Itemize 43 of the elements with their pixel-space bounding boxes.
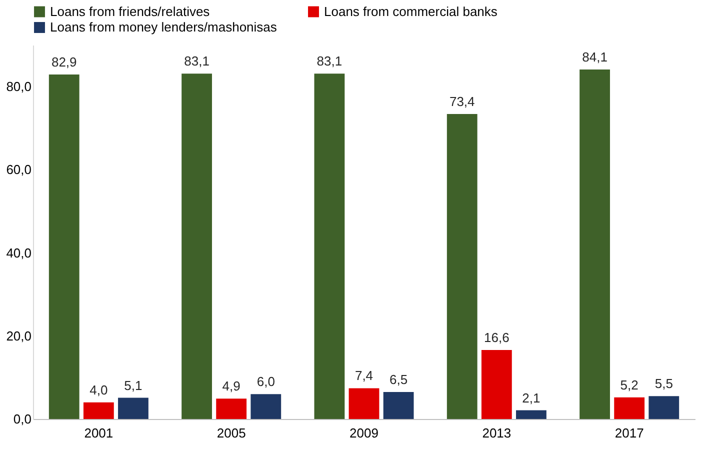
bar <box>348 388 380 419</box>
bar <box>580 70 610 419</box>
bar <box>516 410 546 419</box>
legend-label: Loans from friends/relatives <box>50 4 210 19</box>
data-label: 73,4 <box>449 94 475 109</box>
data-label: 2,1 <box>522 390 540 406</box>
data-label: 6,0 <box>256 374 275 390</box>
x-tick-label: 2005 <box>216 426 246 440</box>
x-tick-label: 2017 <box>614 426 644 440</box>
bar <box>216 398 247 419</box>
data-label: 5,5 <box>654 376 673 392</box>
bar <box>614 397 645 419</box>
bar <box>250 394 282 419</box>
bar <box>481 350 512 419</box>
data-label: 5,2 <box>620 377 638 392</box>
data-label: 4,9 <box>222 378 240 394</box>
bar <box>83 402 114 419</box>
data-label: 6,5 <box>390 372 408 387</box>
data-label: 5,1 <box>124 378 142 393</box>
data-label: 83,1 <box>316 54 342 69</box>
bar <box>48 74 80 419</box>
data-label: 4,0 <box>90 382 108 398</box>
data-label: 16,6 <box>484 330 510 346</box>
y-tick-label: 20,0 <box>6 328 32 344</box>
y-tick-label: 60,0 <box>6 162 32 178</box>
y-tick-label: 80,0 <box>6 79 32 94</box>
bar <box>182 74 212 419</box>
data-label: 84,1 <box>582 50 608 65</box>
x-tick-label: 2001 <box>84 426 114 440</box>
bar <box>118 398 148 419</box>
data-label: 82,9 <box>51 54 77 70</box>
x-tick-label: 2009 <box>350 426 378 440</box>
bar <box>314 74 345 419</box>
y-tick-label: 40,0 <box>6 245 32 260</box>
data-label: 83,1 <box>184 54 210 69</box>
bar <box>446 114 478 419</box>
y-tick-label: 0,0 <box>13 412 32 426</box>
bar <box>648 396 680 419</box>
x-tick-label: 2013 <box>482 426 512 440</box>
legend-label: Loans from money lenders/mashonisas <box>50 20 278 34</box>
bar <box>383 392 414 419</box>
data-label: 7,4 <box>354 368 374 384</box>
legend-label: Loans from commercial banks <box>324 4 498 19</box>
